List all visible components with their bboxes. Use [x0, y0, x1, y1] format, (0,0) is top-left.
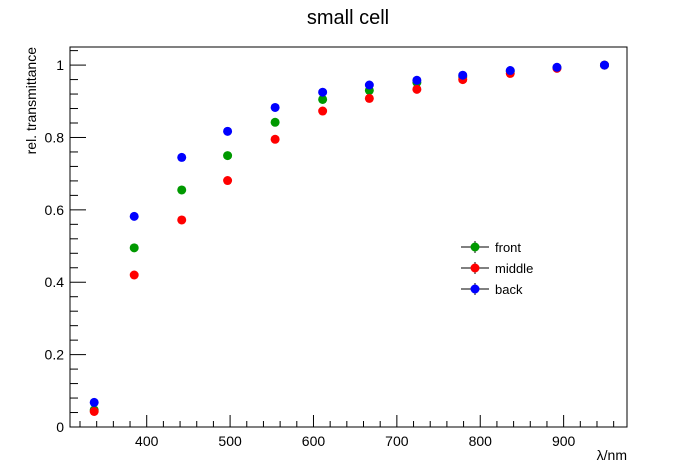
x-tick-label: 600 — [302, 433, 326, 449]
x-tick-label: 900 — [552, 433, 576, 449]
data-point-back — [412, 75, 422, 85]
data-point-back — [458, 70, 468, 80]
legend-label: front — [495, 240, 521, 255]
data-point-middle — [89, 406, 99, 416]
x-tick-label: 400 — [135, 433, 159, 449]
data-point-back — [318, 87, 328, 97]
legend-marker — [470, 242, 480, 252]
data-point-middle — [364, 93, 374, 103]
data-point-back — [599, 60, 609, 70]
series-layer — [89, 60, 609, 416]
series-middle — [89, 60, 609, 416]
legend-marker — [470, 263, 480, 273]
data-point-middle — [177, 215, 187, 225]
series-back — [89, 60, 609, 407]
data-point-back — [270, 102, 280, 112]
legend-entry-middle: middle — [461, 261, 533, 276]
x-axis: 400 500 600 700 800 900 — [79, 415, 615, 449]
data-point-back — [552, 62, 562, 72]
data-point-middle — [412, 84, 422, 94]
y-tick-label: 0.8 — [45, 129, 65, 145]
y-tick-label: 1 — [56, 57, 64, 73]
legend-label: middle — [495, 261, 533, 276]
data-point-back — [505, 66, 515, 76]
y-tick-label: 0.2 — [45, 347, 65, 363]
y-tick-label: 0.6 — [45, 202, 65, 218]
x-axis-title: λ/nm — [597, 447, 627, 463]
data-point-middle — [318, 106, 328, 116]
legend-entry-back: back — [461, 282, 523, 297]
y-tick-label: 0.4 — [45, 274, 65, 290]
data-point-back — [364, 80, 374, 90]
data-point-front — [270, 117, 280, 127]
y-axis-title: rel. transmittance — [23, 47, 39, 155]
data-point-back — [177, 152, 187, 162]
data-point-front — [129, 243, 139, 253]
data-point-middle — [129, 270, 139, 280]
data-point-back — [89, 397, 99, 407]
data-point-front — [177, 185, 187, 195]
y-tick-label: 0 — [56, 419, 64, 435]
data-point-front — [318, 94, 328, 104]
legend-label: back — [495, 282, 523, 297]
y-axis: 0 0.2 0.4 0.6 0.8 1 — [45, 50, 86, 435]
data-point-front — [223, 151, 233, 161]
x-tick-label: 700 — [385, 433, 409, 449]
data-point-middle — [270, 134, 280, 144]
legend: front middle back — [461, 240, 533, 297]
series-front — [89, 60, 609, 415]
chart-title: small cell — [307, 7, 389, 29]
plot-frame — [69, 46, 628, 428]
data-point-back — [129, 211, 139, 221]
data-point-back — [223, 126, 233, 136]
legend-entry-front: front — [461, 240, 521, 255]
x-tick-label: 800 — [469, 433, 493, 449]
data-point-middle — [223, 176, 233, 186]
x-tick-label: 500 — [218, 433, 242, 449]
legend-marker — [470, 284, 480, 294]
